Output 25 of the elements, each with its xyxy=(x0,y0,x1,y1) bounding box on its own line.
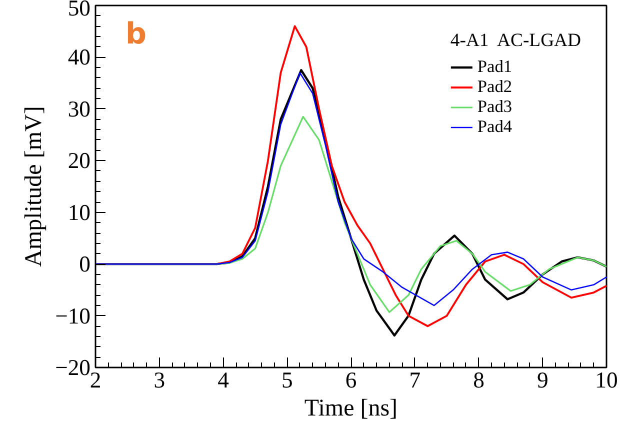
x-tick-label: 4 xyxy=(218,368,229,392)
y-tick-label: 30 xyxy=(68,96,90,122)
x-axis-title: Time [ns] xyxy=(304,396,398,422)
y-tick-label: 50 xyxy=(68,0,90,20)
annotation: b xyxy=(126,16,146,50)
x-tick-label: 2 xyxy=(90,368,102,392)
legend-label: Pad4 xyxy=(477,117,512,137)
legend-label: Pad3 xyxy=(477,97,512,117)
y-tick-label: 20 xyxy=(68,148,90,174)
legend-title: 4-A1 AC-LGAD xyxy=(450,30,581,52)
x-tick-label: 5 xyxy=(281,368,293,392)
x-tick-label: 7 xyxy=(409,368,421,392)
legend-label: Pad2 xyxy=(477,77,512,97)
x-tick-label: 6 xyxy=(345,368,357,392)
y-tick-label: 10 xyxy=(68,200,90,225)
y-tick-label: 40 xyxy=(68,44,90,70)
legend-label: Pad1 xyxy=(477,57,512,77)
y-tick-label: 0 xyxy=(79,252,90,277)
y-tick-label: −20 xyxy=(55,355,91,380)
x-tick-label: 10 xyxy=(595,368,618,392)
x-tick-label: 9 xyxy=(536,368,548,392)
y-axis-title: Amplitude [mV] xyxy=(21,106,48,267)
x-tick-label: 3 xyxy=(154,368,166,392)
x-tick-label: 8 xyxy=(473,368,484,392)
y-tick-label: −10 xyxy=(55,303,91,328)
